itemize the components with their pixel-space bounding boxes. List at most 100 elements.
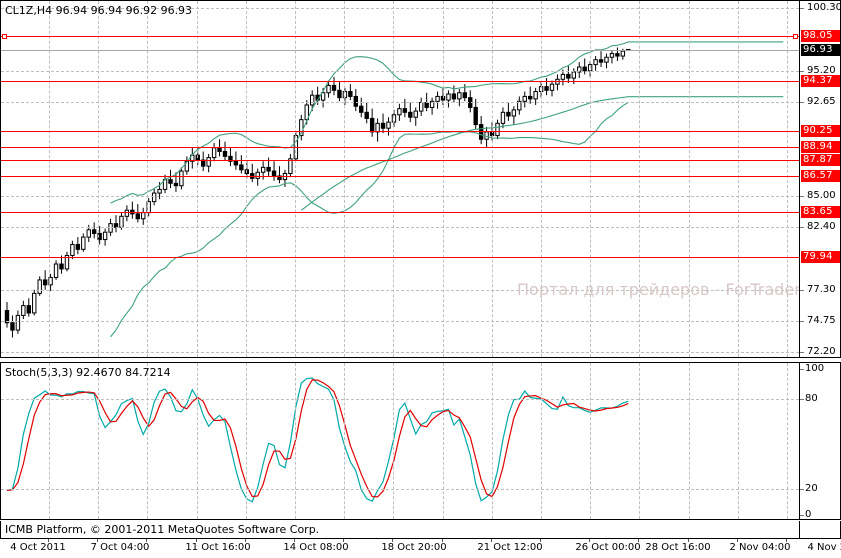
time-axis-tick: [589, 539, 590, 542]
axis-tick-mark: [800, 70, 804, 72]
axis-tick-label: 80: [805, 393, 818, 404]
grid-line-vertical: [98, 363, 99, 519]
level-price-label[interactable]: 86.57: [801, 170, 840, 183]
axis-tick-label: 0: [805, 509, 812, 520]
horizontal-level-line[interactable]: [1, 257, 799, 259]
axis-tick-mark: [800, 195, 804, 197]
grid-line-vertical: [295, 1, 296, 357]
axis-tick-mark: [800, 369, 804, 370]
horizontal-level-line[interactable]: [1, 212, 799, 214]
grid-line-vertical: [639, 1, 640, 357]
time-axis-tick: [737, 539, 738, 542]
time-axis-label: 4 Nov 20:00: [807, 542, 841, 553]
time-axis-tick: [146, 539, 147, 542]
time-axis-label: 4 Oct 2011: [10, 542, 66, 553]
time-axis-label: 7 Oct 04:00: [90, 542, 150, 553]
stochastic-series-canvas: [6, 377, 629, 503]
horizontal-level-line[interactable]: [1, 80, 799, 82]
axis-tick-label: 82.40: [807, 221, 836, 233]
status-bar-text: ICMB Platform, © 2001-2011 MetaQuotes So…: [5, 523, 320, 536]
time-axis-label: 28 Oct 16:00: [645, 542, 711, 553]
horizontal-level-line[interactable]: [1, 131, 799, 133]
time-axis-tick: [688, 539, 689, 542]
time-axis-tick: [786, 539, 787, 542]
grid-line-vertical: [787, 1, 788, 357]
grid-line-vertical: [98, 1, 99, 357]
level-price-label[interactable]: 87.87: [801, 154, 840, 167]
grid-line-horizontal: [1, 489, 799, 490]
axis-tick-label: 85.00: [807, 189, 836, 201]
axis-tick-mark: [800, 320, 804, 322]
grid-line-horizontal: [1, 101, 799, 103]
price-chart-pane[interactable]: CL1Z,H4 96.94 96.94 96.92 96.93 Портал д…: [0, 0, 800, 358]
status-bar-scale-cap: [800, 521, 841, 539]
grid-line-vertical: [295, 363, 296, 519]
axis-tick-mark: [800, 227, 804, 229]
watermark-text: Портал для трейдеров - ForTrader.ru: [517, 280, 800, 299]
grid-line-vertical: [689, 363, 690, 519]
grid-line-vertical: [147, 363, 148, 519]
level-price-label[interactable]: 79.94: [801, 251, 840, 264]
grid-line-vertical: [738, 363, 739, 519]
time-axis-tick: [540, 539, 541, 542]
level-price-label[interactable]: 94.37: [801, 74, 840, 87]
level-price-label[interactable]: 90.25: [801, 125, 840, 138]
level-price-label[interactable]: 98.05: [801, 29, 840, 42]
indicator-axis-scale: 100 80 20 0: [800, 362, 841, 520]
axis-tick-label: 100.30: [807, 2, 841, 14]
grid-line-vertical: [344, 363, 345, 519]
grid-line-vertical: [246, 1, 247, 357]
grid-line-vertical: [197, 363, 198, 519]
price-axis-scale[interactable]: 100.30 95.20 92.65 85.00 82.40 77.30 74.75 72.2…: [800, 0, 841, 358]
axis-tick-mark: [800, 399, 804, 400]
grid-line-vertical: [197, 1, 198, 357]
grid-line-vertical: [541, 363, 542, 519]
time-axis-label: 18 Oct 20:00: [381, 542, 447, 553]
grid-line-horizontal: [1, 352, 799, 354]
grid-line-vertical: [393, 1, 394, 357]
grid-line-horizontal: [1, 8, 799, 10]
grid-line-vertical: [393, 363, 394, 519]
axis-tick-label: 74.75: [807, 314, 836, 326]
indicator-title: Stoch(5,3,3) 92.4670 84.7214: [5, 366, 171, 379]
chart-title: CL1Z,H4 96.94 96.94 96.92 96.93: [5, 4, 193, 17]
status-bar: ICMB Platform, © 2001-2011 MetaQuotes So…: [0, 521, 800, 539]
grid-line-vertical: [147, 1, 148, 357]
time-axis-tick: [343, 539, 344, 542]
axis-tick-mark: [800, 8, 804, 10]
axis-tick-label: 20: [805, 483, 818, 494]
horizontal-level-line[interactable]: [1, 147, 799, 149]
grid-line-horizontal: [1, 227, 799, 229]
axis-tick-label: 100: [805, 363, 825, 374]
stochastic-indicator-pane[interactable]: Stoch(5,3,3) 92.4670 84.7214: [0, 362, 800, 520]
axis-tick-mark: [800, 489, 804, 490]
time-axis-tick: [97, 539, 98, 542]
axis-tick-label: 72.20: [807, 346, 836, 358]
grid-line-vertical: [492, 363, 493, 519]
current-price-line: [1, 49, 799, 51]
time-axis-tick: [48, 539, 49, 542]
axis-tick-mark: [800, 515, 804, 516]
time-axis-label: 26 Oct 00:00: [575, 542, 641, 553]
grid-line-horizontal: [1, 195, 799, 197]
current-price-label: 96.93: [801, 43, 840, 56]
time-axis-label: 21 Oct 12:00: [477, 542, 543, 553]
time-axis-tick: [196, 539, 197, 542]
grid-line-vertical: [590, 363, 591, 519]
horizontal-level-line[interactable]: [1, 33, 799, 39]
time-axis-label: 11 Oct 16:00: [185, 542, 251, 553]
grid-line-vertical: [590, 1, 591, 357]
grid-line-vertical: [689, 1, 690, 357]
level-price-label[interactable]: 88.94: [801, 141, 840, 154]
axis-tick-label: 95.20: [807, 64, 836, 76]
time-axis-label: 14 Oct 08:00: [283, 542, 349, 553]
grid-line-vertical: [492, 1, 493, 357]
horizontal-level-line[interactable]: [1, 160, 799, 162]
horizontal-level-line[interactable]: [1, 176, 799, 178]
time-axis[interactable]: 4 Oct 2011 7 Oct 04:00 11 Oct 16:00 14 Oct …: [0, 539, 841, 558]
time-axis-label: 2 Nov 04:00: [729, 542, 791, 553]
time-axis-tick: [294, 539, 295, 542]
level-price-label[interactable]: 83.65: [801, 206, 840, 219]
axis-tick-mark: [800, 289, 804, 291]
